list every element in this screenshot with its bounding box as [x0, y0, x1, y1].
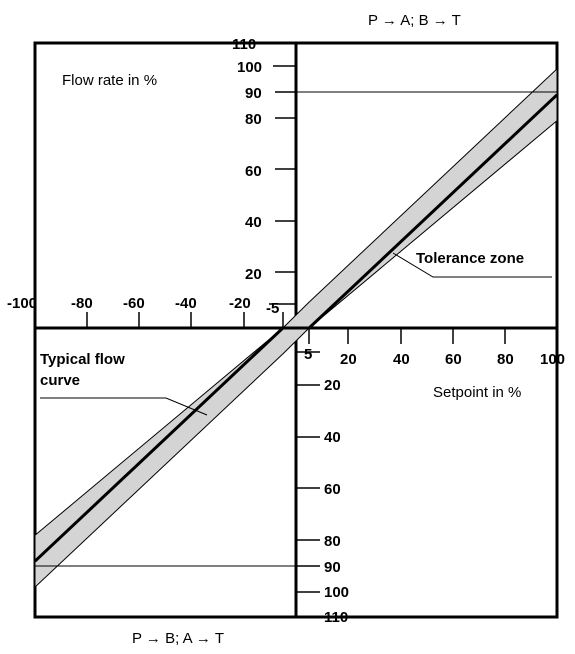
x-tick-label: -100 [7, 295, 37, 312]
y-tick-label: 40 [324, 429, 341, 446]
y-axis-label: Flow rate in % [62, 72, 157, 89]
tolerance-zone-leader [392, 252, 552, 278]
typical-flow-curve-leader [40, 397, 208, 416]
y-tick-label: 40 [245, 214, 262, 231]
y-tick-label: 100 [324, 584, 349, 601]
y-tick-label: 90 [324, 559, 341, 576]
x-ticks [34, 312, 558, 344]
x-tick-label: -60 [123, 295, 145, 312]
x-tick-labels-negative: -100 -80 -60 -40 -20 -5 [7, 295, 279, 317]
y-tick-label: 20 [324, 377, 341, 394]
x-tick-label: -80 [71, 295, 93, 312]
x-tick-label: 20 [340, 351, 357, 368]
y-tick-label: 100 [237, 59, 262, 76]
x-tick-label: 5 [304, 346, 312, 363]
x-tick-label: 40 [393, 351, 410, 368]
y-tick-label: 110 [232, 36, 256, 53]
x-tick-label: -40 [175, 295, 197, 312]
y-tick-label: 110 [324, 609, 348, 626]
tolerance-zone-label: Tolerance zone [416, 250, 524, 267]
x-tick-label: 60 [445, 351, 462, 368]
y-ticks-positive [268, 42, 296, 305]
y-tick-label: 80 [324, 533, 341, 550]
x-axis-label: Setpoint in % [433, 384, 521, 401]
typical-flow-curve [33, 93, 559, 563]
y-tick-label: 90 [245, 85, 262, 102]
x-tick-label: -20 [229, 295, 251, 312]
y-tick-label: 60 [324, 481, 341, 498]
typical-flow-curve-label-line2: curve [40, 372, 80, 389]
y-tick-labels-negative: 20 40 60 80 90 100 110 [324, 377, 349, 626]
x-tick-label: -5 [266, 300, 279, 317]
y-ticks-negative [296, 351, 322, 618]
y-tick-label: 80 [245, 111, 262, 128]
y-tick-labels-positive: 110 100 90 80 60 40 20 [232, 36, 262, 283]
typical-flow-curve-label-line1: Typical flow [40, 351, 125, 368]
x-tick-label: 80 [497, 351, 514, 368]
quadrant-label-top: P → A; B → T [368, 12, 461, 29]
quadrant-label-bottom: P → B; A → T [132, 630, 224, 647]
x-tick-label: 100 [540, 351, 565, 368]
x-tick-labels-positive: 5 20 40 60 80 100 [304, 346, 565, 368]
y-tick-label: 60 [245, 163, 262, 180]
y-tick-label: 20 [245, 266, 262, 283]
